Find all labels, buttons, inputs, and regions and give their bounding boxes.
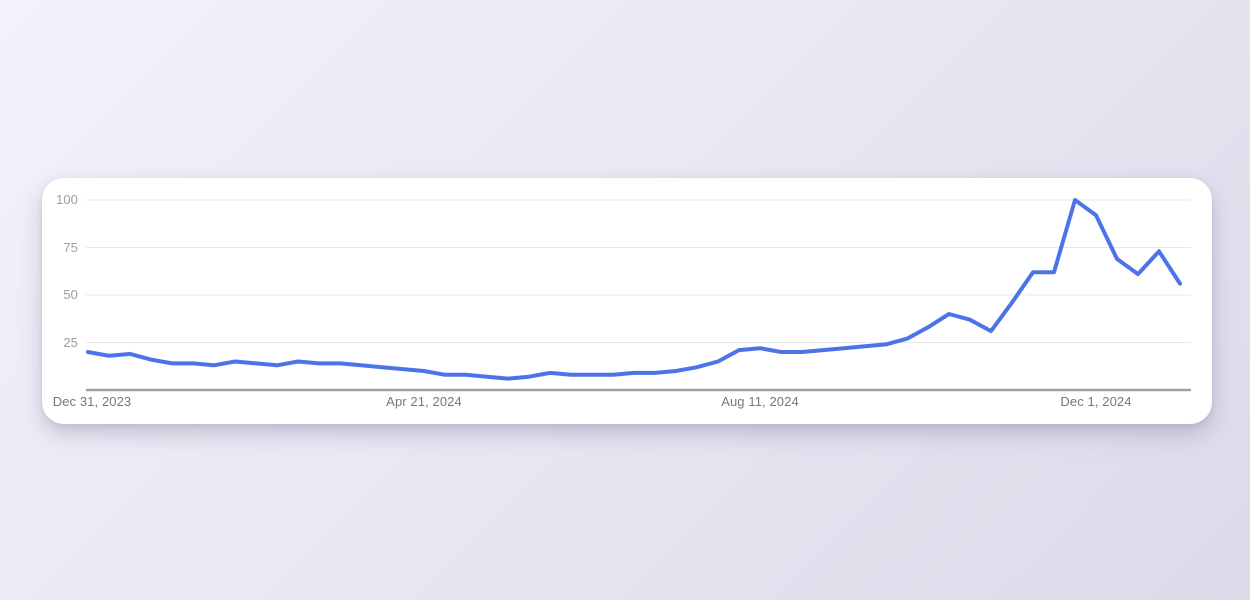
y-tick-label: 25 bbox=[63, 334, 78, 350]
trend-line[interactable] bbox=[86, 198, 1182, 381]
interest-over-time-line-chart[interactable]: 100 75 50 25 Dec 31, 2023 Apr 21, 2024 Aug 11… bbox=[42, 178, 1212, 424]
y-tick-label: 50 bbox=[63, 287, 78, 302]
x-tick-label: Aug 11, 2024 bbox=[721, 394, 799, 409]
trends-chart-card: 100 75 50 25 Dec 31, 2023 Apr 21, 2024 Aug 11… bbox=[42, 178, 1212, 424]
x-tick-label: Dec 31, 2023 bbox=[52, 394, 132, 409]
x-tick-label: Dec 1, 2024 bbox=[1060, 394, 1132, 409]
x-tick-label: Apr 21, 2024 bbox=[386, 394, 462, 409]
y-tick-label: 75 bbox=[63, 239, 78, 255]
chart-canvas[interactable] bbox=[42, 178, 1212, 424]
y-tick-label: 100 bbox=[56, 192, 78, 207]
